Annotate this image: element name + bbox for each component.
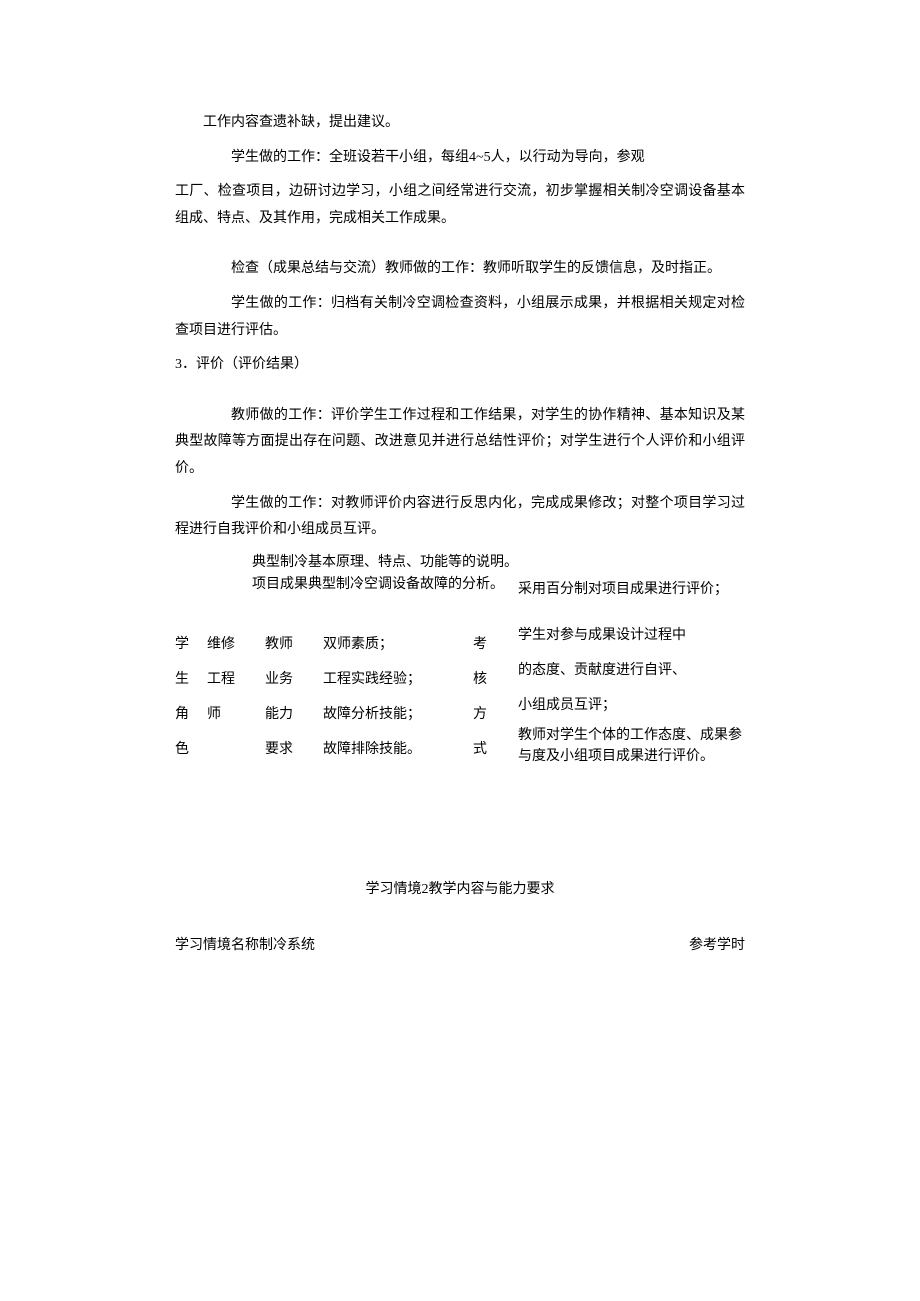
notes-top: 采用百分制对项目成果进行评价；	[518, 579, 745, 600]
role-table: 学 生 角 色 维修 工程 师 教师 业务 能力 要求 双师素质； 工程实践经验…	[175, 627, 745, 767]
cell: 学	[175, 627, 207, 662]
cell: 方	[473, 697, 518, 732]
col-student-role: 学 生 角 色	[175, 627, 207, 767]
cell: 故障排除技能。	[323, 732, 473, 767]
cell: 色	[175, 732, 207, 767]
para-eval-teacher: 教师做的工作：评价学生工作过程和工作结果，对学生的协作精神、基本知识及某典型故障…	[175, 403, 745, 483]
col-notes: 采用百分制对项目成果进行评价； 学生对参与成果设计过程中 的态度、贡献度进行自评…	[518, 627, 745, 767]
situation-2-title: 学习情境2教学内容与能力要求	[175, 877, 745, 904]
cell: 要求	[265, 732, 323, 767]
cell: 教师	[265, 627, 323, 662]
situation-2-row: 学习情境名称制冷系统 参考学时	[175, 933, 745, 960]
notes-r3: 小组成员互评；	[518, 688, 745, 723]
cell: 角	[175, 697, 207, 732]
para-student-work-2: 工厂、检查项目，边研讨边学习，小组之间经常进行交流，初步掌握相关制冷空调设备基本…	[175, 179, 745, 232]
cell: 工程实践经验；	[323, 662, 473, 697]
cell: 师	[207, 697, 265, 732]
col-assessment: 考 核 方 式	[473, 627, 518, 767]
notes-r4: 教师对学生个体的工作态度、成果参与度及小组项目成果进行评价。	[518, 725, 745, 767]
notes-r1: 学生对参与成果设计过程中	[518, 618, 745, 653]
result-line-1: 典型制冷基本原理、特点、功能等的说明。	[252, 552, 745, 574]
cell: 工程	[207, 662, 265, 697]
col-role-name: 维修 工程 师	[207, 627, 265, 767]
cell: 故障分析技能；	[323, 697, 473, 732]
notes-r2: 的态度、贡献度进行自评、	[518, 653, 745, 688]
para-eval-student: 学生做的工作：对教师评价内容进行反思内化，完成成果修改；对整个项目学习过程进行自…	[175, 491, 745, 544]
col-teacher-req: 教师 业务 能力 要求	[265, 627, 323, 767]
cell: 考	[473, 627, 518, 662]
cell: 核	[473, 662, 518, 697]
para-check-teacher: 检查（成果总结与交流）教师做的工作：教师听取学生的反馈信息，及时指正。	[175, 256, 745, 283]
para-check-student: 学生做的工作：归档有关制冷空调检查资料，小组展示成果，并根据相关规定对检查项目进…	[175, 291, 745, 344]
para-student-work-1: 学生做的工作：全班设若干小组，每组4~5人，以行动为导向，参观	[175, 145, 745, 172]
cell: 双师素质；	[323, 627, 473, 662]
cell: 能力	[265, 697, 323, 732]
para-work-content: 工作内容查遗补缺，提出建议。	[175, 110, 745, 137]
cell: 维修	[207, 627, 265, 662]
cell: 生	[175, 662, 207, 697]
section-3-title: 3．评价（评价结果）	[175, 352, 745, 379]
col-skills: 双师素质； 工程实践经验； 故障分析技能； 故障排除技能。	[323, 627, 473, 767]
cell: 业务	[265, 662, 323, 697]
reference-hours: 参考学时	[689, 933, 745, 960]
cell: 式	[473, 732, 518, 767]
situation-name: 学习情境名称制冷系统	[175, 933, 315, 960]
